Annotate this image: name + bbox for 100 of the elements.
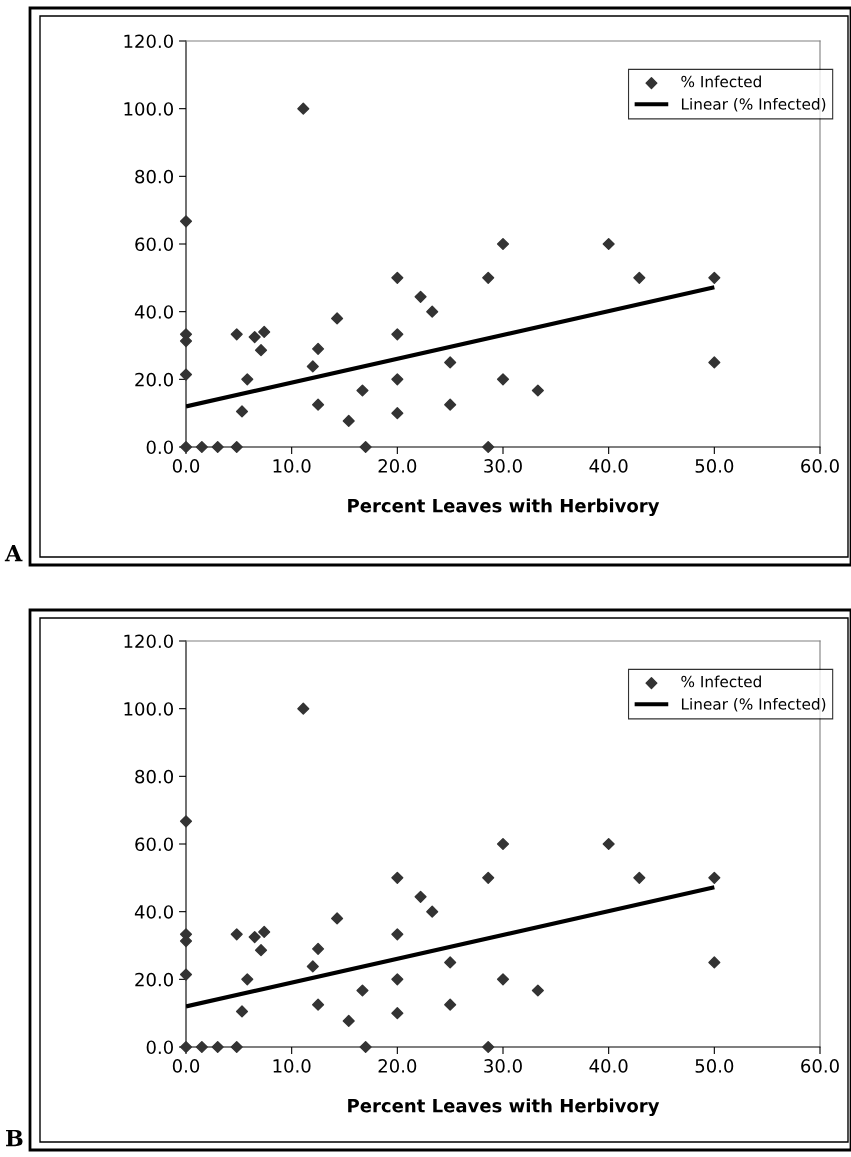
point — [258, 325, 271, 339]
point — [179, 968, 193, 981]
point — [414, 290, 427, 303]
point — [179, 368, 193, 381]
point — [482, 1040, 495, 1054]
point — [248, 930, 261, 944]
point — [426, 305, 439, 318]
x-tick-label: 30.0 — [484, 459, 522, 473]
point — [230, 928, 243, 941]
point — [414, 890, 427, 903]
point — [444, 398, 457, 411]
x-tick-label: 50.0 — [695, 1059, 734, 1073]
point — [708, 871, 721, 884]
point — [708, 956, 721, 969]
point — [444, 998, 457, 1011]
point — [235, 405, 249, 418]
point — [179, 440, 193, 454]
x-tick-label: 40.0 — [589, 1059, 628, 1073]
point — [708, 271, 721, 284]
point — [179, 815, 193, 828]
point — [482, 271, 495, 284]
x-tick-label: 60.0 — [801, 459, 839, 473]
point — [426, 905, 439, 918]
y-tick-label: 20.0 — [135, 972, 173, 987]
point — [531, 384, 544, 397]
y-tick-label: 20.0 — [135, 372, 173, 387]
y-tick-label: 120.0 — [124, 634, 173, 649]
x-tick-label: 20.0 — [378, 459, 417, 473]
point — [633, 271, 646, 284]
point — [391, 1007, 404, 1020]
point — [306, 360, 319, 373]
point — [306, 960, 319, 973]
legend-label: Linear (% Infected) — [681, 697, 826, 712]
point — [312, 342, 325, 355]
point — [602, 237, 615, 251]
point — [254, 944, 268, 957]
point — [496, 373, 510, 386]
x-tick-label: 40.0 — [589, 459, 628, 473]
point — [356, 984, 369, 997]
y-tick-label: 40.0 — [134, 305, 173, 319]
point — [297, 702, 310, 715]
point — [391, 928, 404, 941]
y-tick-label: 100.0 — [124, 102, 173, 116]
x-tick-label: 0.0 — [172, 459, 200, 473]
point — [359, 1040, 372, 1054]
point — [496, 237, 510, 251]
point — [391, 328, 404, 341]
point — [482, 871, 495, 884]
point — [331, 312, 344, 325]
point — [633, 871, 646, 884]
x-tick-label: 60.0 — [801, 1059, 839, 1073]
x-tick-label: 50.0 — [695, 459, 734, 473]
point — [179, 335, 193, 348]
point — [248, 330, 261, 344]
point — [391, 271, 404, 284]
legend-label: % Infected — [681, 75, 761, 88]
point — [531, 984, 544, 997]
point — [195, 440, 208, 454]
x-tick-label: 20.0 — [378, 1059, 417, 1073]
point — [297, 102, 310, 115]
point — [211, 1040, 224, 1054]
y-tick-label: 80.0 — [135, 769, 173, 784]
point — [444, 956, 457, 969]
y-tick-label: 60.0 — [135, 237, 173, 252]
point — [602, 837, 615, 851]
point — [312, 998, 325, 1011]
point — [258, 925, 271, 939]
point — [179, 215, 193, 228]
y-tick-label: 40.0 — [134, 905, 173, 919]
point — [708, 356, 721, 369]
point — [444, 356, 457, 369]
point — [356, 384, 369, 397]
point — [391, 973, 404, 986]
x-tick-label: 10.0 — [273, 459, 311, 473]
x-axis-title: Percent Leaves with Herbivory — [348, 1098, 660, 1117]
point — [241, 373, 254, 386]
point — [496, 837, 510, 851]
point — [359, 440, 372, 454]
point — [391, 871, 404, 884]
point — [391, 407, 404, 420]
x-tick-label: 0.0 — [172, 1059, 200, 1073]
legend-label: % Infected — [681, 675, 761, 688]
point — [342, 1014, 355, 1028]
y-tick-label: 80.0 — [135, 169, 173, 184]
point — [211, 440, 224, 454]
y-tick-label: 0.0 — [146, 440, 173, 455]
point — [235, 1005, 249, 1018]
point — [195, 1040, 208, 1054]
y-tick-label: 60.0 — [135, 837, 173, 852]
x-axis-title: Percent Leaves with Herbivory — [348, 498, 660, 517]
point — [391, 373, 404, 386]
point — [331, 912, 344, 925]
y-tick-label: 120.0 — [124, 34, 173, 49]
point — [241, 973, 254, 986]
text: B — [6, 1129, 23, 1147]
legend-label: Linear (% Infected) — [681, 97, 826, 112]
point — [230, 440, 243, 454]
point — [254, 344, 268, 357]
point — [179, 935, 193, 948]
point — [496, 973, 510, 986]
